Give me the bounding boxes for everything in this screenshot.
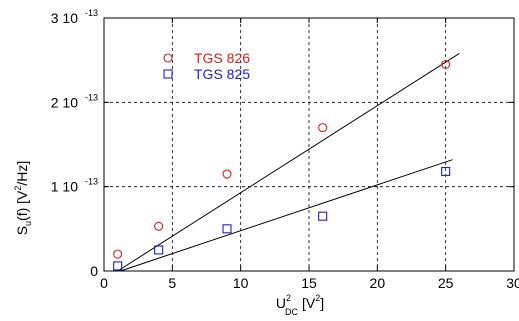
data-points — [113, 59, 451, 271]
y-tick-label: 1 10 — [51, 179, 78, 195]
x-tick-label: 5 — [168, 275, 176, 291]
fit-line-tgs-826 — [117, 52, 460, 272]
point-tgs-825 — [113, 261, 123, 271]
point-tgs-826 — [154, 221, 164, 231]
point-tgs-826 — [441, 59, 451, 69]
point-tgs-826 — [318, 123, 328, 133]
x-tick-label: 10 — [233, 275, 249, 291]
point-tgs-825 — [222, 224, 232, 234]
y-tick-exponent: -13 — [85, 92, 98, 102]
point-tgs-825 — [441, 166, 451, 177]
legend-marker-tgs-825 — [163, 69, 173, 79]
legend-label-tgs-825: TGS 825 — [194, 66, 250, 82]
point-tgs-826 — [222, 169, 232, 179]
x-tick-label: 0 — [100, 275, 108, 291]
x-tick-label: 30 — [506, 275, 519, 291]
y-tick-label: 2 10 — [51, 94, 78, 110]
point-tgs-825 — [154, 245, 164, 255]
legend-label-tgs-826: TGS 826 — [194, 50, 250, 66]
y-axis-title: Su(f) [V2/Hz] — [13, 161, 33, 236]
x-tick-label: 25 — [438, 275, 454, 291]
y-tick-label: 3 10 — [51, 10, 78, 26]
point-tgs-826 — [113, 249, 123, 259]
x-axis-title: U2 DC[V2] — [276, 293, 324, 317]
fit-lines — [117, 52, 460, 272]
y-tick-exponent: -13 — [85, 177, 98, 187]
y-tick-label: 0 — [90, 263, 98, 279]
grid-lines — [104, 18, 514, 271]
y-tick-exponent: -13 — [85, 8, 98, 18]
axis-ticks: 0 5 10 15 20 25 30 0 1 10 -13 2 10 -13 3 10 -13 — [51, 8, 519, 291]
legend-marker-tgs-826 — [163, 53, 173, 63]
x-tick-label: 15 — [301, 275, 317, 291]
point-tgs-825 — [318, 211, 328, 221]
x-tick-label: 20 — [370, 275, 386, 291]
fit-line-tgs-825 — [120, 159, 453, 272]
